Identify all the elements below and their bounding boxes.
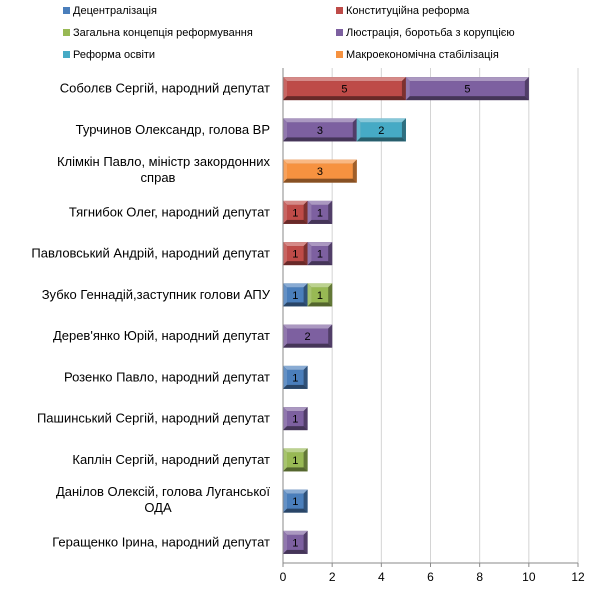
- x-tick-label: 10: [522, 570, 536, 584]
- bar-segment: 5: [405, 77, 529, 101]
- chart-bars: 5 5 3 2 3 1 1 1 1 1 1 2 1 1 1 1 1: [283, 77, 529, 554]
- data-label: 1: [292, 455, 298, 467]
- legend-label: Люстрація, боротьба з корупцією: [346, 27, 515, 39]
- bar-segment: 3: [283, 159, 357, 183]
- bar-segment: 1: [283, 365, 308, 389]
- data-label: 3: [317, 125, 323, 137]
- data-label: 1: [317, 290, 323, 302]
- category-label: Пашинський Сергій, народний депутат: [37, 411, 270, 426]
- bar-segment: 1: [283, 448, 308, 472]
- category-label: Геращенко Ірина, народний депутат: [52, 534, 270, 549]
- legend-swatch: [336, 29, 343, 36]
- bar-segment: 1: [307, 283, 333, 307]
- bar-segment: 1: [283, 242, 308, 266]
- category-label: Каплін Сергій, народний депутат: [72, 452, 270, 467]
- category-label: Клімкін Павло, міністр закордонних справ: [57, 154, 271, 185]
- bar-segment: 2: [283, 324, 333, 348]
- category-label: Розенко Павло, народний депутат: [64, 369, 270, 384]
- data-label: 2: [378, 125, 384, 137]
- x-tick-label: 4: [378, 570, 385, 584]
- x-tick-label: 6: [427, 570, 434, 584]
- data-label: 1: [292, 249, 298, 261]
- chart-gridlines: [282, 68, 579, 563]
- data-label: 1: [292, 537, 298, 549]
- legend-swatch: [63, 7, 70, 14]
- category-label: Зубко Геннадій,заступник голови АПУ: [42, 287, 271, 302]
- x-tick-label: 8: [476, 570, 483, 584]
- bar-segment: 2: [356, 118, 406, 142]
- legend-swatch: [63, 51, 70, 58]
- data-label: 1: [292, 496, 298, 508]
- legend-label: Загальна концепція реформування: [73, 27, 253, 39]
- legend-label: Макроекономічна стабілізація: [346, 49, 499, 61]
- category-label: Тягнибок Олег, народний депутат: [69, 204, 270, 219]
- bar-segment: 1: [283, 407, 308, 431]
- data-label: 1: [292, 290, 298, 302]
- category-label: Павловський Андрій, народний депутат: [31, 246, 270, 261]
- data-label: 1: [292, 207, 298, 219]
- chart-legend: Децентралізація Конституційна реформа Зага…: [63, 5, 515, 61]
- bar-segment: 5: [283, 77, 406, 101]
- bar-segment: 3: [283, 118, 357, 142]
- data-label: 1: [292, 372, 298, 384]
- legend-label: Децентралізація: [73, 5, 157, 17]
- x-tick-label: 2: [329, 570, 336, 584]
- bar-segment: 1: [283, 489, 308, 513]
- data-label: 1: [292, 414, 298, 426]
- data-label: 2: [305, 331, 311, 343]
- category-label: Дерев'янко Юрій, народний депутат: [53, 328, 270, 343]
- legend-swatch: [336, 51, 343, 58]
- x-tick-label: 0: [280, 570, 287, 584]
- data-label: 5: [464, 84, 470, 96]
- category-label: Турчинов Олександр, голова ВР: [76, 122, 270, 137]
- legend-label: Конституційна реформа: [346, 5, 470, 17]
- data-label: 1: [317, 249, 323, 261]
- legend-swatch: [336, 7, 343, 14]
- data-label: 1: [317, 207, 323, 219]
- data-label: 5: [341, 84, 347, 96]
- bar-segment: 1: [283, 530, 308, 554]
- x-tick-label: 12: [571, 570, 585, 584]
- bar-segment: 1: [283, 283, 308, 307]
- x-axis: 0 2 4 6 8 10 12: [280, 68, 585, 584]
- bar-segment: 1: [307, 200, 333, 224]
- bar-segment: 1: [307, 242, 333, 266]
- category-labels: Соболєв Сергій, народний депутат Турчинов…: [31, 81, 270, 550]
- legend-label: Реформа освіти: [73, 49, 155, 61]
- category-label: Соболєв Сергій, народний депутат: [60, 81, 270, 96]
- category-label: Данілов Олексій, голова Луганської ОДА: [56, 484, 270, 515]
- data-label: 3: [317, 166, 323, 178]
- bar-segment: 1: [283, 200, 308, 224]
- legend-swatch: [63, 29, 70, 36]
